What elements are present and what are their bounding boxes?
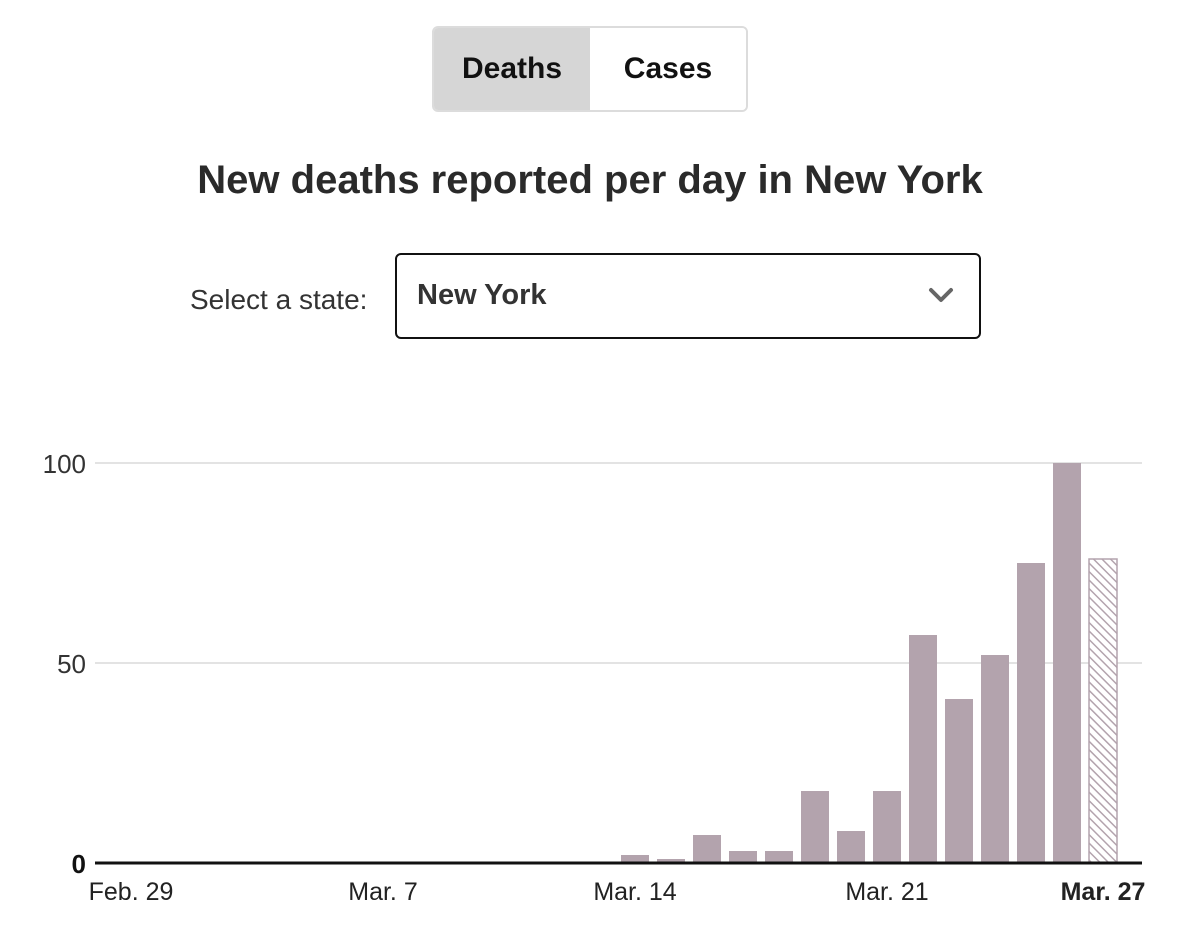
y-tick-label: 0	[72, 849, 86, 879]
x-tick-label: Feb. 29	[89, 878, 174, 906]
chart-title: New deaths reported per day in New York	[197, 158, 983, 202]
bar	[801, 791, 829, 863]
bar	[837, 831, 865, 863]
state-select-label: Select a state:	[190, 284, 368, 315]
deaths-tab[interactable]: Deaths	[434, 28, 590, 110]
y-tick-label: 50	[57, 649, 86, 679]
bar	[621, 855, 649, 863]
state-select-dropdown[interactable]: New York	[395, 253, 981, 339]
metric-toggle: Deaths Cases	[432, 26, 748, 112]
bar	[1053, 463, 1081, 863]
y-tick-label: 100	[43, 449, 86, 479]
bar	[657, 859, 685, 863]
chevron-down-icon	[929, 288, 953, 302]
bar	[693, 835, 721, 863]
cases-tab[interactable]: Cases	[590, 28, 746, 110]
bar	[729, 851, 757, 863]
deaths-bar-chart: 0 50 100 Feb. 29 Mar. 7 Mar. 14 Mar. 21 Mar. 27	[43, 449, 1146, 906]
bar	[945, 699, 973, 863]
x-tick-label: Mar. 14	[593, 878, 676, 906]
bar	[765, 851, 793, 863]
x-tick-label: Mar. 27	[1061, 878, 1146, 906]
x-tick-label: Mar. 7	[348, 878, 417, 906]
bar-partial	[1088, 558, 1118, 864]
bar	[909, 635, 937, 863]
x-tick-label: Mar. 21	[845, 878, 928, 906]
bar	[873, 791, 901, 863]
bar	[981, 655, 1009, 863]
state-select-value: New York	[417, 279, 547, 311]
bar	[1017, 563, 1045, 863]
